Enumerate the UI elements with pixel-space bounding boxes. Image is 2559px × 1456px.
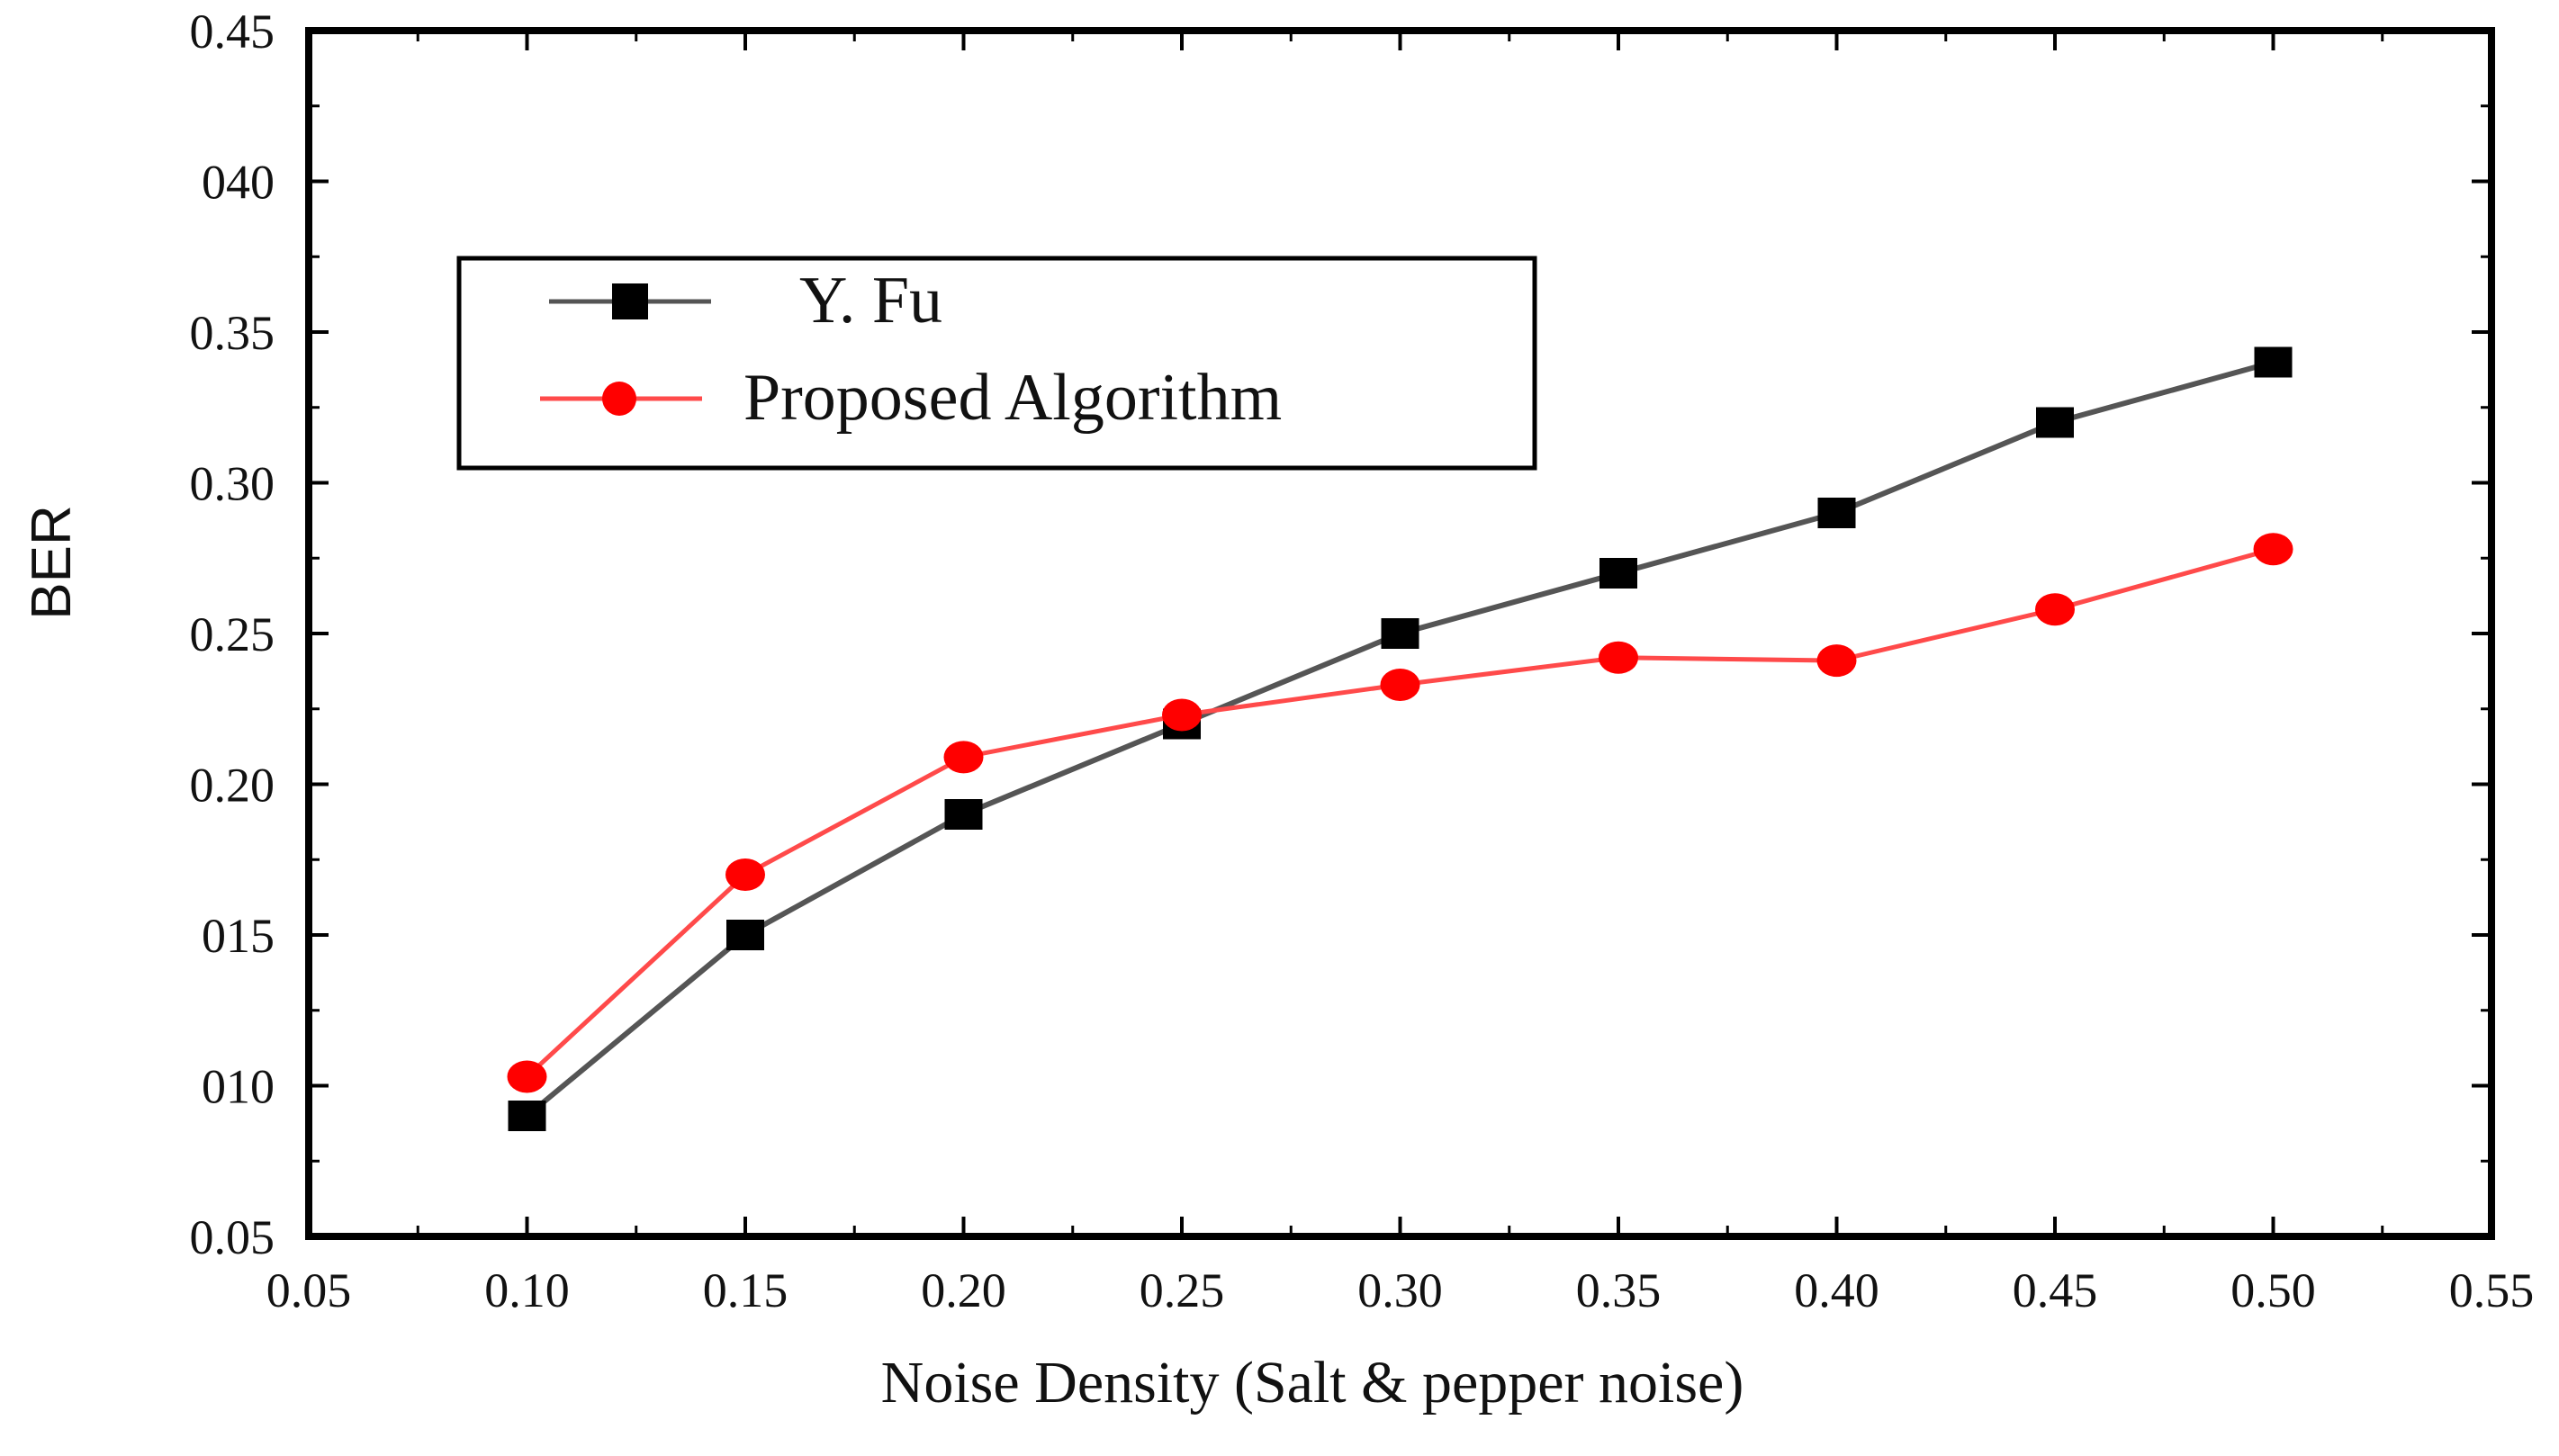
y-tick-label: 010	[202, 1060, 275, 1114]
legend: Y. Fu Proposed Algorithm	[456, 256, 1537, 471]
x-tick-label: 0.35	[1576, 1263, 1662, 1317]
data-point-proposed-algorithm	[1162, 698, 1202, 732]
data-point-y-fu	[1817, 498, 1856, 528]
x-axis-ticks: 0.05 0.10 0.15 0.20 0.25 0.30 0.35 0.40 0.45 0.50…	[266, 31, 2535, 1317]
y-axis-title: BER	[21, 505, 83, 619]
x-tick-label: 0.25	[1140, 1263, 1225, 1317]
data-point-proposed-algorithm	[2253, 533, 2293, 566]
legend-label-proposed-algorithm: Proposed Algorithm	[743, 361, 1282, 435]
data-point-y-fu	[2254, 346, 2293, 378]
data-point-proposed-algorithm	[1380, 668, 1420, 701]
x-tick-label: 0.15	[703, 1263, 788, 1317]
y-tick-label: 0.45	[190, 4, 275, 58]
data-point-y-fu	[726, 920, 764, 950]
y-tick-label: 015	[202, 909, 275, 963]
x-tick-label: 0.55	[2449, 1263, 2535, 1317]
data-point-proposed-algorithm	[943, 741, 984, 774]
x-tick-label: 0.45	[2013, 1263, 2098, 1317]
series-layer	[507, 346, 2293, 1131]
data-point-proposed-algorithm	[1599, 641, 1638, 674]
x-tick-label: 0.40	[1794, 1263, 1879, 1317]
legend-label-y-fu: Y. Fu	[799, 264, 942, 337]
x-tick-label: 0.20	[921, 1263, 1006, 1317]
y-tick-label: 0.30	[190, 457, 275, 511]
data-point-proposed-algorithm	[1816, 644, 1857, 678]
x-tick-label: 0.05	[266, 1263, 352, 1317]
legend-marker-proposed-algorithm	[602, 382, 636, 416]
data-point-proposed-algorithm	[507, 1060, 547, 1093]
data-point-y-fu	[2036, 407, 2074, 438]
x-axis-title: Noise Density (Salt & pepper noise)	[881, 1350, 1744, 1416]
y-axis-ticks: 0.05 010 015 0.20 0.25 0.30 0.35 040 0.45	[190, 4, 2491, 1264]
data-point-y-fu	[1599, 558, 1637, 589]
data-point-proposed-algorithm	[725, 858, 765, 891]
x-tick-label: 0.50	[2230, 1263, 2316, 1317]
data-point-y-fu	[1381, 618, 1419, 649]
y-tick-label: 040	[202, 156, 275, 210]
x-tick-label: 0.30	[1357, 1263, 1443, 1317]
legend-marker-y-fu	[612, 283, 648, 319]
y-tick-label: 0.05	[190, 1210, 275, 1264]
y-tick-label: 0.25	[190, 607, 275, 661]
data-point-y-fu	[944, 799, 983, 830]
data-point-proposed-algorithm	[2035, 593, 2075, 626]
x-tick-label: 0.10	[484, 1263, 570, 1317]
data-point-y-fu	[508, 1101, 546, 1131]
y-tick-label: 0.35	[190, 306, 275, 360]
y-tick-label: 0.20	[190, 759, 275, 813]
